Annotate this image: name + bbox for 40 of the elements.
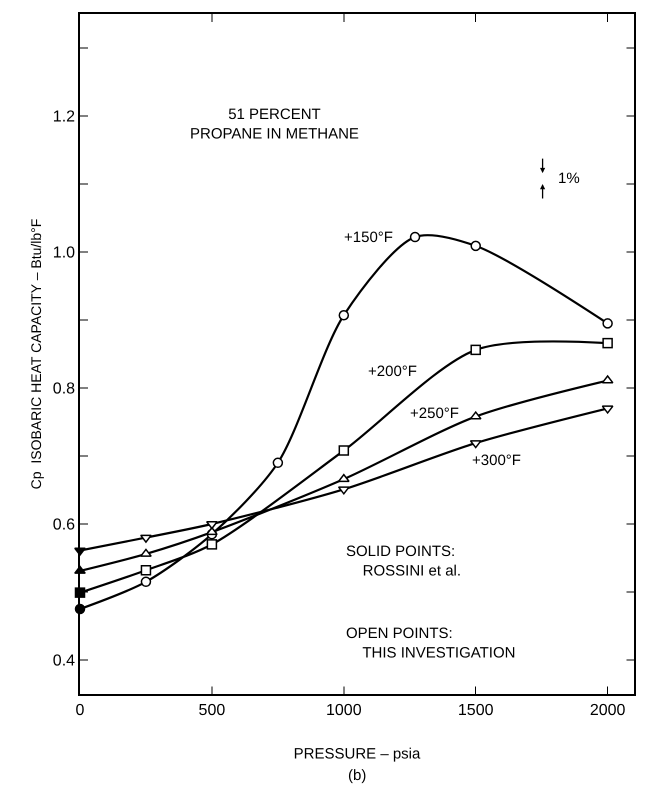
- x-axis-title: PRESSURE – psia: [294, 745, 422, 762]
- point: [410, 232, 420, 242]
- point: [470, 240, 481, 252]
- y-tick-label: 0.8: [52, 380, 76, 398]
- x-tick-label: 0: [76, 702, 85, 719]
- x-tick-label: 1500: [458, 702, 494, 719]
- point: [470, 344, 481, 356]
- point: [602, 405, 614, 414]
- point: [602, 375, 614, 384]
- annotation: +250°F: [410, 405, 459, 422]
- point: [602, 318, 613, 329]
- annotation: +150°F: [344, 229, 393, 246]
- point: [140, 548, 152, 557]
- point: [602, 338, 613, 348]
- point: [140, 564, 152, 576]
- annotation: +200°F: [368, 363, 417, 380]
- point: [206, 539, 218, 550]
- y-tick-label: 0.6: [52, 516, 76, 534]
- y-tick-label: 1.2: [52, 108, 76, 126]
- x-tick-label: 2000: [590, 702, 626, 719]
- y-tick-label: 1.0: [52, 244, 76, 262]
- annotation: OPEN POINTS: THIS INVESTIGATION: [346, 625, 516, 662]
- point: [206, 526, 218, 536]
- point: [272, 458, 284, 468]
- point: [140, 576, 152, 588]
- point: [140, 534, 152, 543]
- annotation: SOLID POINTS: ROSSINI et al.: [346, 543, 462, 580]
- point: [338, 474, 350, 482]
- y-tick-label: 0.4: [52, 652, 76, 670]
- point: [338, 310, 350, 320]
- x-tick-label: 1000: [326, 702, 362, 719]
- x-tick-label: 500: [198, 702, 226, 719]
- point: [338, 486, 350, 495]
- point: [338, 445, 350, 456]
- annotation: 1%: [558, 170, 580, 187]
- text: (b): [348, 767, 366, 784]
- annotation: +300°F: [472, 452, 521, 469]
- point: [470, 411, 482, 420]
- y-axis-title: Cp ISOBARIC HEAT CAPACITY – Btu/lb°F: [28, 218, 44, 490]
- annotation: 51 PERCENT PROPANE IN METHANE: [190, 106, 359, 142]
